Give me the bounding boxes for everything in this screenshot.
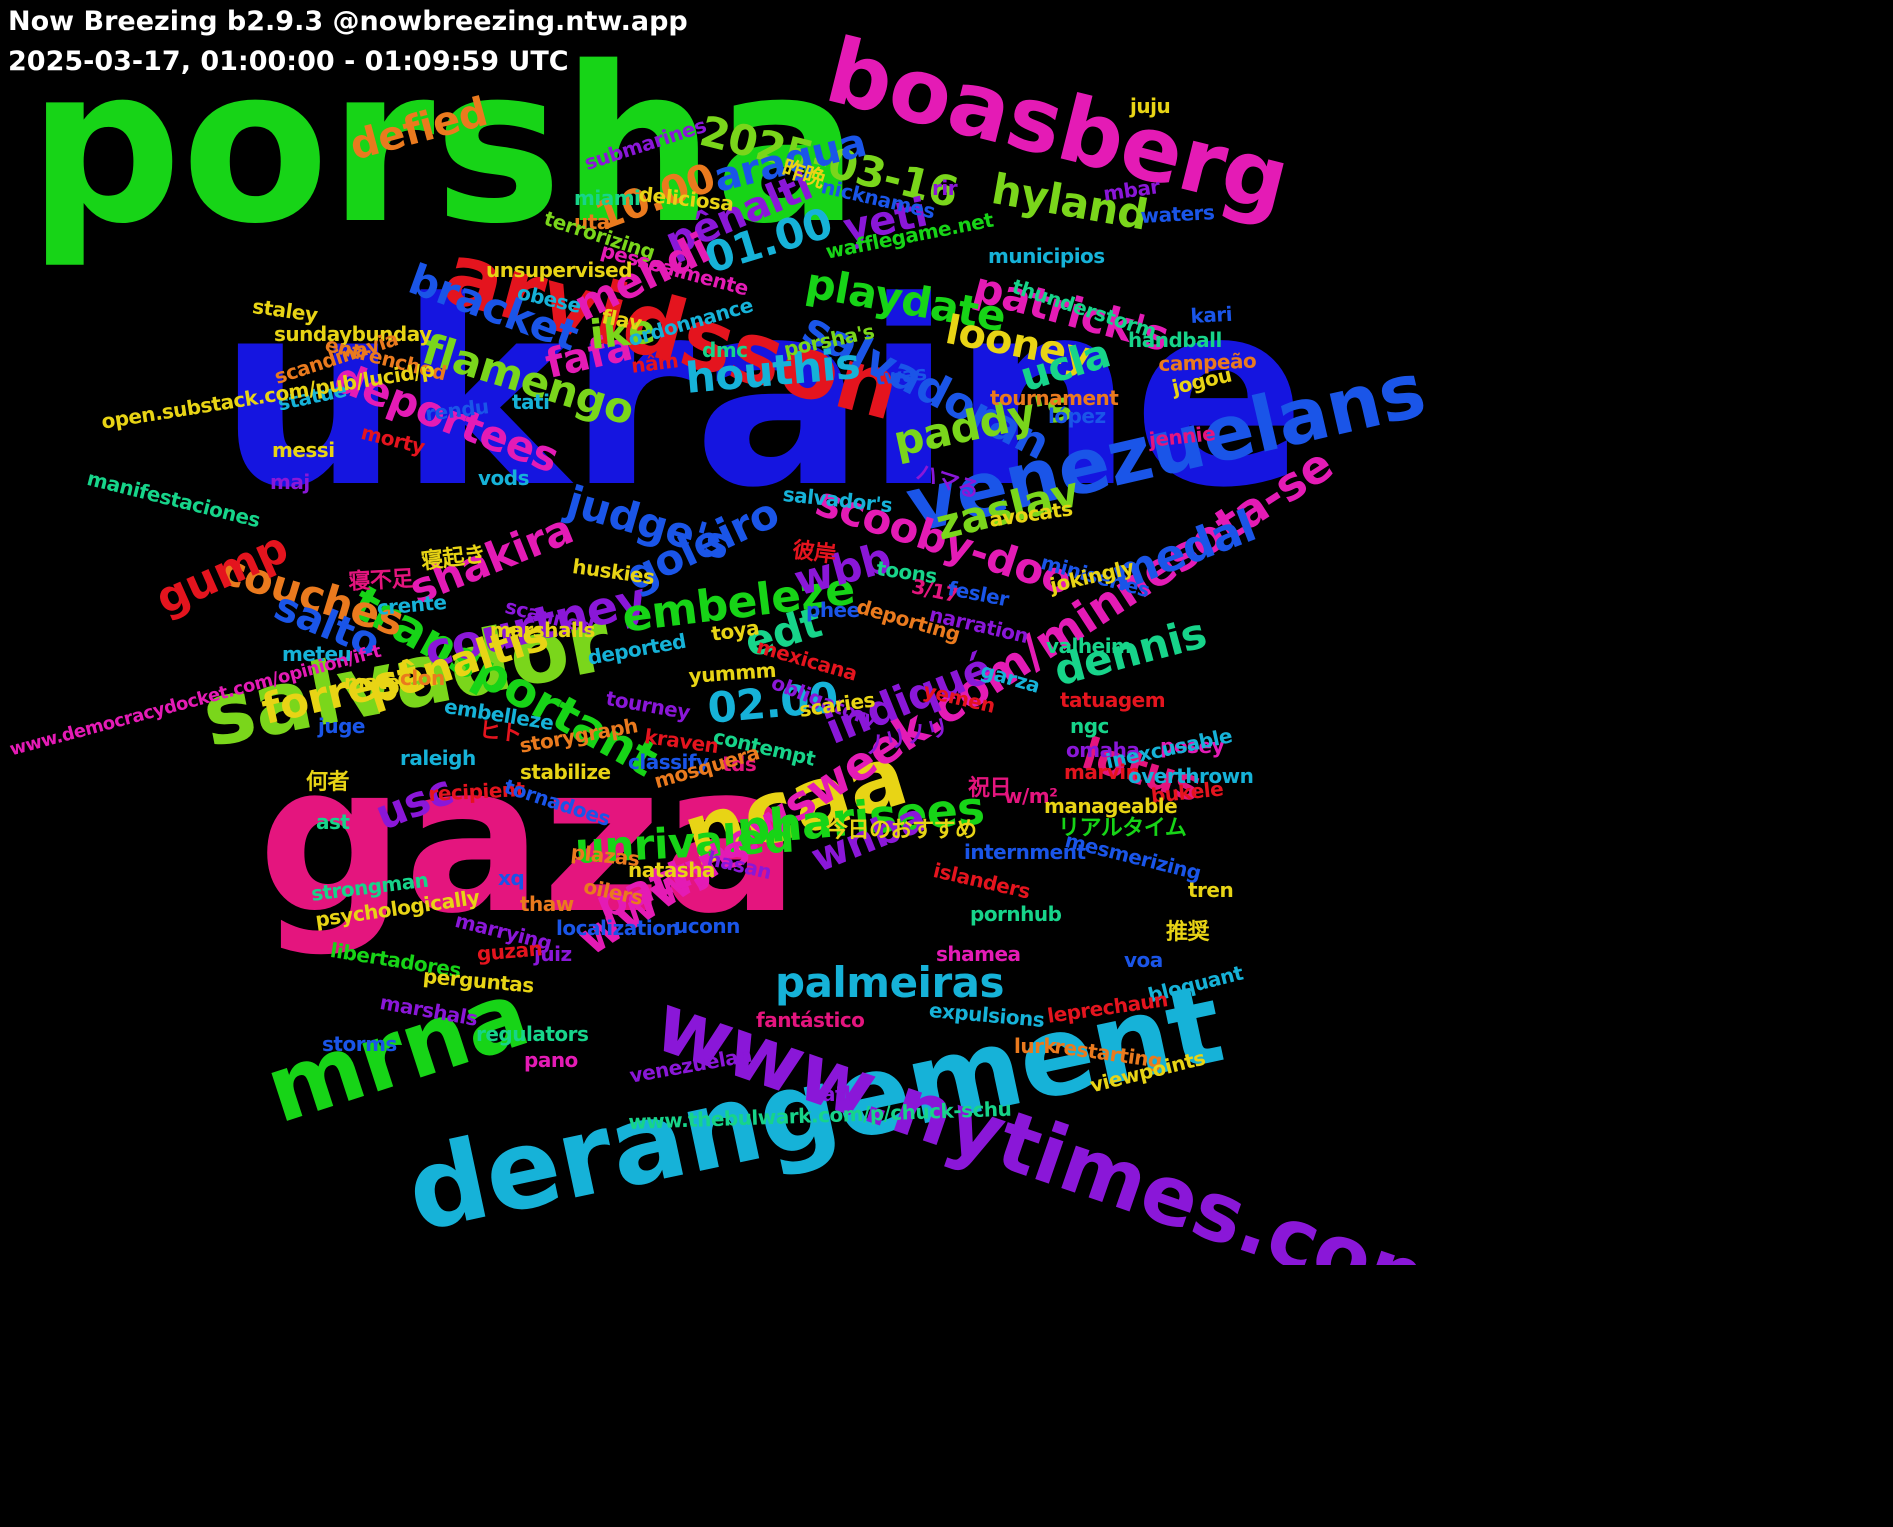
word-crente: crente — [375, 589, 448, 620]
word-sundaybunday: sundaybunday — [274, 322, 432, 346]
word-manageable: manageable — [1044, 794, 1178, 818]
word-jennie: jennie — [1147, 421, 1217, 452]
word-thaw: thaw — [520, 892, 574, 916]
word-fantastico: fantástico — [756, 1008, 865, 1032]
word-messi: messi — [272, 438, 335, 462]
word-guzan: guzan — [475, 936, 544, 966]
word-internment: internment — [964, 840, 1086, 864]
word-handball: handball — [1128, 328, 1222, 352]
word-voa: voa — [1124, 948, 1163, 972]
word-kari: kari — [1189, 301, 1233, 328]
header-range: 2025-03-17, 01:00:00 - 01:09:59 UTC — [8, 46, 569, 77]
word-overthrown: overthrown — [1128, 764, 1254, 788]
word-twas: twas — [873, 360, 928, 390]
word-lurk: lurk — [1014, 1034, 1057, 1058]
word-stabilize: stabilize — [520, 760, 611, 784]
word-marvin: marvin — [1064, 760, 1140, 784]
word-shukujitsu: 祝日 — [968, 776, 1012, 801]
word-vods: vods — [478, 466, 530, 490]
word-storms: storms — [322, 1032, 397, 1056]
word-suishou: 推奨 — [1166, 920, 1210, 945]
word-uconn: uconn — [674, 914, 740, 938]
word-islanders: islanders — [931, 858, 1033, 904]
header-title: Now Breezing b2.9.3 @nowbreezing.ntw.app — [8, 6, 688, 37]
word-tds: tds — [722, 752, 757, 776]
word-clon: clon — [400, 666, 445, 690]
word-ukraine: ukraine — [218, 247, 1306, 544]
word-shamea: shamea — [936, 942, 1021, 966]
word-realtime: リアルタイム — [1058, 816, 1187, 841]
word-atl: atl — [822, 1082, 851, 1106]
word-nanimono: 何者 — [306, 770, 350, 795]
word-nam: nâm — [629, 348, 680, 378]
word-maj: maj — [270, 470, 310, 494]
word-waters: waters — [1139, 200, 1215, 228]
word-juge: juge — [318, 714, 365, 738]
word-classify: classify — [628, 750, 709, 774]
word-pano: pano — [524, 1048, 578, 1072]
word-palmeiras: palmeiras — [775, 958, 1005, 1007]
word-lopez: lópez — [1048, 404, 1106, 428]
word-valheim: valheim — [1046, 634, 1132, 658]
word-regulators: regulators — [476, 1022, 589, 1046]
word-tatuagem: tatuagem — [1060, 688, 1166, 712]
word-tren: tren — [1188, 878, 1234, 902]
word-cloud-canvas: Now Breezing b2.9.3 @nowbreezing.ntw.app… — [7, 6, 1568, 1265]
word-unsupervised: unsupervised — [486, 258, 633, 282]
word-tournament: tournament — [990, 386, 1119, 410]
word-porsha: porsha — [28, 20, 859, 271]
word-kyou-osusume: 今日のおすすめ — [826, 818, 977, 843]
word-dmc: dmc — [702, 338, 748, 362]
word-tati: tati — [512, 390, 550, 414]
word-marshalls: marshalls — [490, 618, 595, 642]
word-posey: posey — [1160, 734, 1225, 758]
word-ast: ast — [316, 810, 350, 834]
word-phee: phee — [806, 598, 860, 622]
word-juiz: juiz — [534, 942, 572, 966]
word-uta: uta — [574, 210, 610, 234]
word-rir: rir — [932, 176, 958, 200]
word-mater: mater — [344, 670, 409, 694]
word-natasha: natasha — [628, 858, 715, 882]
word-yummm: yummm — [687, 657, 777, 688]
word-localization: localization — [556, 916, 680, 940]
word-ngc: ngc — [1070, 714, 1109, 738]
word-miami: miami — [574, 186, 641, 210]
word-wm2: w/m² — [1004, 784, 1058, 808]
word-juju: juju — [1130, 94, 1171, 118]
word-higan: 彼岸 — [791, 538, 837, 569]
word-nebusoku: 寝不足 — [347, 566, 414, 595]
word-hito: ヒト — [477, 718, 523, 748]
word-omaha: omaha — [1066, 738, 1140, 762]
word-municipios: municipios — [988, 244, 1105, 268]
word-pornhub: pornhub — [970, 902, 1062, 926]
word-raleigh: raleigh — [400, 746, 476, 770]
word-toya: toya — [709, 615, 761, 646]
word-meteu: meteu — [282, 642, 352, 666]
word-xq: xq — [498, 866, 525, 890]
word-gaza: gaza — [258, 721, 799, 959]
